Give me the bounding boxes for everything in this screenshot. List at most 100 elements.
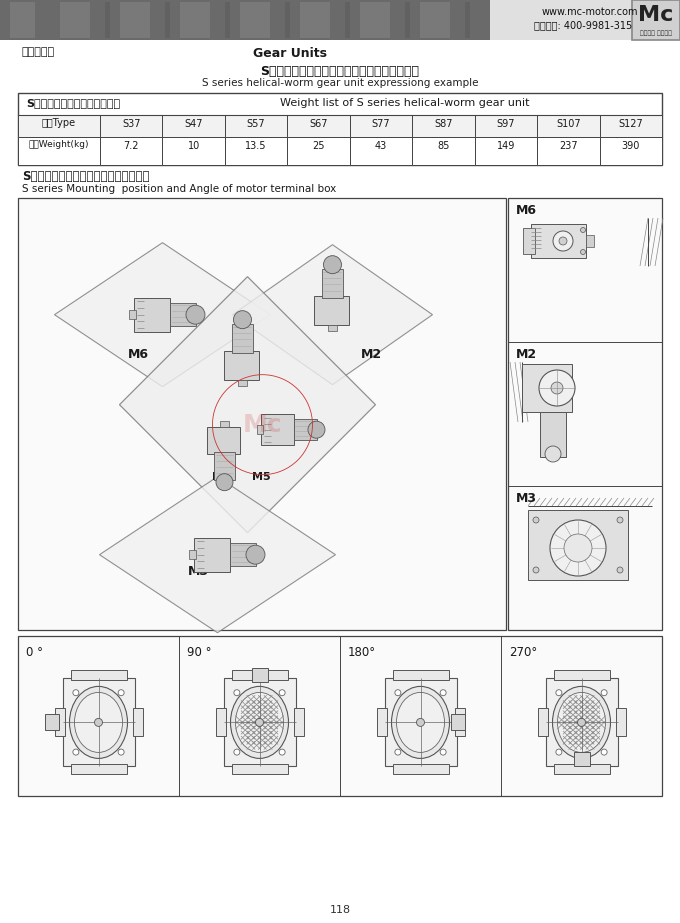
Bar: [60, 2, 105, 38]
Bar: [10, 2, 55, 38]
Circle shape: [533, 567, 539, 573]
Circle shape: [186, 306, 205, 324]
Bar: [120, 2, 165, 38]
Text: S67: S67: [309, 119, 328, 129]
Bar: [537, 115, 600, 137]
Text: 237: 237: [559, 141, 577, 151]
Bar: [573, 752, 590, 766]
Bar: [100, 137, 163, 165]
Text: S系列减速机安装方位和电机接线盒角度: S系列减速机安装方位和电机接线盒角度: [22, 170, 150, 183]
Ellipse shape: [396, 692, 445, 752]
Bar: [163, 115, 225, 137]
Bar: [390, 2, 410, 38]
Bar: [412, 137, 475, 165]
Bar: [450, 714, 464, 730]
Bar: [360, 2, 405, 38]
Circle shape: [233, 311, 252, 329]
Bar: [0, 0, 490, 40]
Text: M2: M2: [360, 348, 381, 361]
Polygon shape: [233, 245, 432, 385]
Bar: [232, 324, 253, 353]
Circle shape: [553, 231, 573, 251]
Circle shape: [539, 370, 575, 406]
Bar: [328, 325, 337, 331]
Text: S系列斜齿轮蝇轮减速机重量表: S系列斜齿轮蝇轮减速机重量表: [26, 98, 120, 108]
Ellipse shape: [558, 692, 605, 752]
Text: S37: S37: [122, 119, 141, 129]
Bar: [163, 137, 225, 165]
Bar: [216, 708, 226, 737]
Bar: [207, 427, 240, 454]
Bar: [288, 115, 350, 137]
Bar: [377, 708, 386, 737]
Bar: [230, 544, 256, 566]
Bar: [537, 137, 600, 165]
Bar: [35, 2, 55, 38]
Bar: [523, 228, 535, 254]
Text: M6: M6: [516, 204, 537, 217]
Text: 90 °: 90 °: [187, 646, 211, 659]
Ellipse shape: [231, 687, 288, 759]
Ellipse shape: [552, 687, 611, 759]
Bar: [180, 2, 225, 38]
Bar: [150, 2, 170, 38]
Circle shape: [556, 689, 562, 696]
Circle shape: [440, 749, 446, 755]
Text: Weight list of S series helical-worm gear unit: Weight list of S series helical-worm gea…: [280, 98, 530, 108]
Text: 13.5: 13.5: [245, 141, 267, 151]
Text: 85: 85: [437, 141, 449, 151]
Bar: [270, 2, 290, 38]
Text: 齿轮减速机: 齿轮减速机: [22, 47, 55, 57]
Circle shape: [617, 567, 623, 573]
Circle shape: [95, 718, 103, 726]
Bar: [252, 668, 267, 682]
Bar: [54, 708, 65, 737]
Circle shape: [118, 749, 124, 755]
Circle shape: [533, 517, 539, 523]
Text: S97: S97: [496, 119, 515, 129]
Bar: [528, 510, 628, 580]
Bar: [18, 636, 662, 796]
Bar: [294, 419, 318, 440]
Text: 43: 43: [375, 141, 387, 151]
Circle shape: [440, 689, 446, 696]
Circle shape: [559, 237, 567, 245]
Bar: [257, 426, 263, 434]
Bar: [214, 452, 235, 480]
Bar: [194, 537, 230, 571]
Circle shape: [118, 689, 124, 696]
Bar: [44, 714, 58, 730]
Bar: [412, 115, 475, 137]
Bar: [288, 137, 350, 165]
Text: 10: 10: [188, 141, 200, 151]
Polygon shape: [120, 277, 375, 533]
Text: 390: 390: [622, 141, 640, 151]
Text: M2: M2: [516, 348, 537, 361]
Text: S77: S77: [372, 119, 390, 129]
Bar: [134, 297, 170, 331]
Text: Mc: Mc: [243, 413, 282, 437]
Circle shape: [216, 473, 233, 491]
Bar: [133, 708, 143, 737]
Circle shape: [545, 446, 561, 462]
Polygon shape: [54, 243, 271, 387]
Ellipse shape: [75, 692, 122, 752]
Circle shape: [256, 718, 264, 726]
Ellipse shape: [235, 692, 284, 752]
Bar: [545, 678, 617, 766]
Bar: [314, 296, 349, 325]
Bar: [522, 364, 572, 412]
Bar: [224, 678, 296, 766]
Text: M6: M6: [127, 348, 148, 361]
Bar: [63, 678, 135, 766]
Bar: [170, 304, 197, 326]
Circle shape: [279, 689, 285, 696]
Bar: [600, 115, 662, 137]
Bar: [475, 137, 537, 165]
Bar: [71, 670, 126, 680]
Bar: [490, 0, 680, 40]
Bar: [392, 764, 449, 774]
Text: M3: M3: [188, 565, 209, 578]
Text: S系列斜齿轮蝇轮减速机型号规格表示方法示例: S系列斜齿轮蝇轮减速机型号规格表示方法示例: [260, 65, 420, 78]
Bar: [90, 2, 110, 38]
